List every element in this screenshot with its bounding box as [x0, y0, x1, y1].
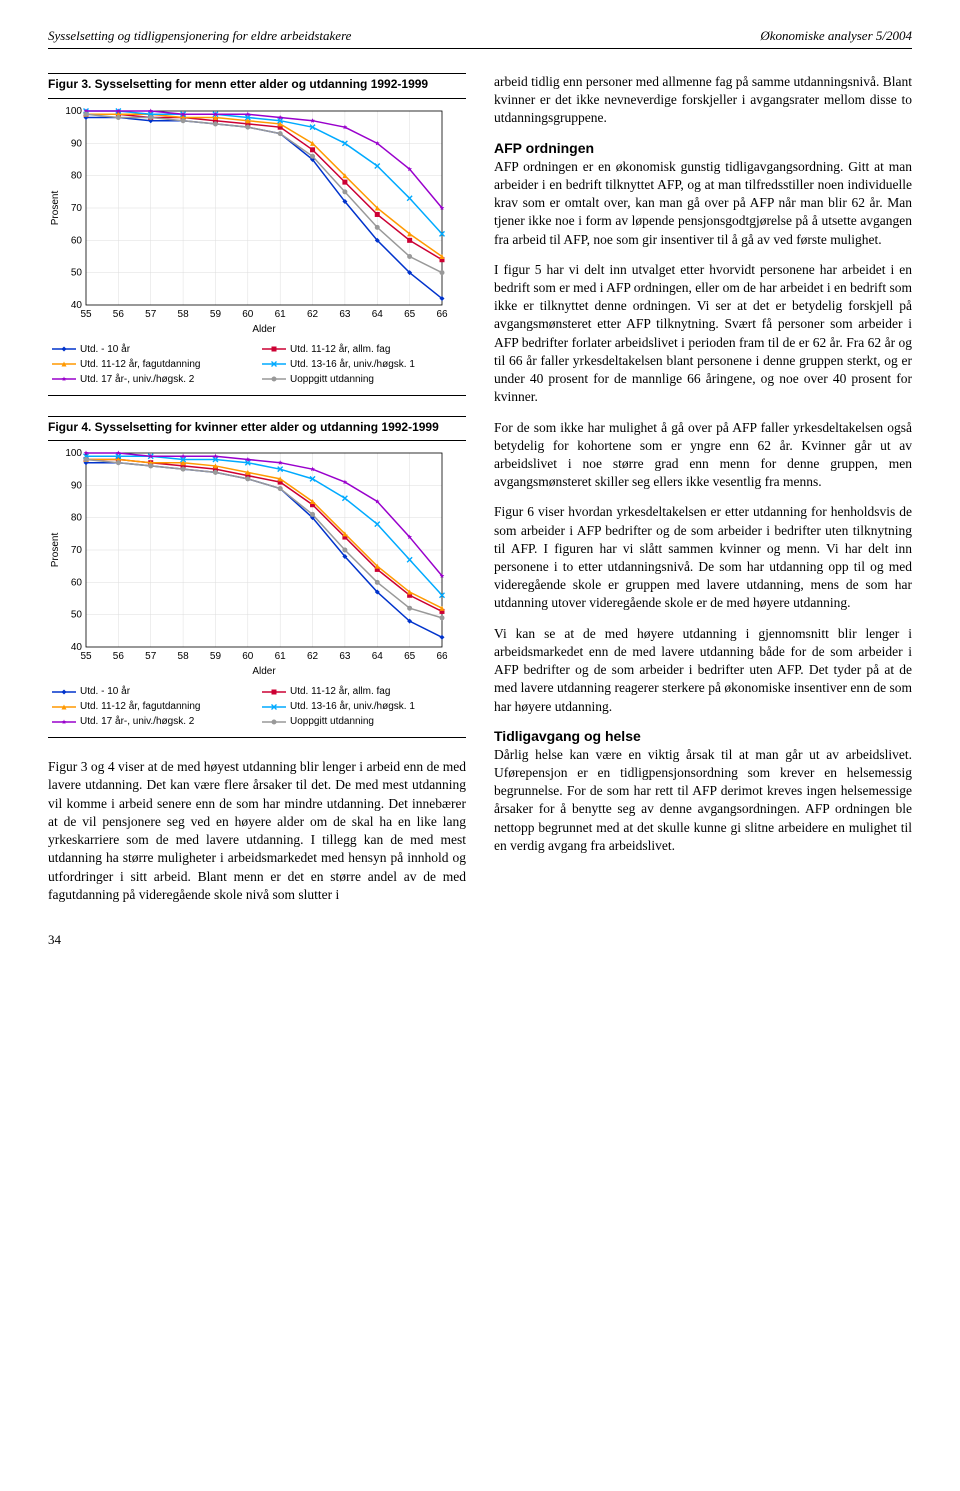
svg-text:60: 60: [71, 578, 83, 589]
svg-text:55: 55: [80, 309, 92, 320]
svg-text:64: 64: [372, 651, 384, 662]
paragraph: AFP ordningen er en økonomisk gunstig ti…: [494, 158, 912, 249]
svg-text:62: 62: [307, 651, 319, 662]
legend-item: Uoppgitt utdanning: [262, 374, 462, 385]
heading-helse: Tidligavgang og helse: [494, 728, 912, 744]
legend-item: Utd. 13-16 år, univ./høgsk. 1: [262, 359, 462, 370]
svg-text:90: 90: [71, 138, 83, 149]
svg-text:56: 56: [113, 651, 125, 662]
figure-4-legend: Utd. - 10 år Utd. 11-12 år, allm. fag Utd.…: [48, 680, 466, 735]
svg-text:100: 100: [65, 106, 82, 117]
heading-afp: AFP ordningen: [494, 140, 912, 156]
svg-text:Alder: Alder: [252, 324, 276, 335]
svg-text:50: 50: [71, 267, 83, 278]
svg-text:Alder: Alder: [252, 666, 276, 677]
header-right: Økonomiske analyser 5/2004: [760, 28, 912, 44]
legend-item: Utd. 17 år-, univ./høgsk. 2: [52, 374, 252, 385]
paragraph: Figur 6 viser hvordan yrkesdeltakelsen e…: [494, 503, 912, 612]
legend-item: Utd. 11-12 år, allm. fag: [262, 686, 462, 697]
legend-item: Utd. - 10 år: [52, 686, 252, 697]
paragraph: Dårlig helse kan være en viktig årsak ti…: [494, 746, 912, 855]
svg-text:Prosent: Prosent: [50, 190, 61, 225]
svg-text:70: 70: [71, 203, 83, 214]
svg-text:61: 61: [275, 309, 287, 320]
paragraph: Figur 3 og 4 viser at de med høyest utda…: [48, 758, 466, 904]
svg-text:57: 57: [145, 309, 157, 320]
svg-text:59: 59: [210, 651, 222, 662]
legend-item: Utd. 17 år-, univ./høgsk. 2: [52, 716, 252, 727]
svg-text:61: 61: [275, 651, 287, 662]
running-header: Sysselsetting og tidligpensjonering for …: [48, 28, 912, 49]
svg-text:55: 55: [80, 651, 92, 662]
left-column: Figur 3. Sysselsetting for menn etter al…: [48, 73, 466, 948]
svg-text:59: 59: [210, 309, 222, 320]
figure-4-chart: 405060708090100555657585960616263646566A…: [48, 447, 466, 680]
figure-4: Figur 4. Sysselsetting for kvinner etter…: [48, 416, 466, 739]
svg-text:60: 60: [242, 309, 254, 320]
figure-rule: [48, 395, 466, 396]
svg-text:60: 60: [242, 651, 254, 662]
paragraph: Vi kan se at de med høyere utdanning i g…: [494, 625, 912, 716]
page-number: 34: [48, 932, 466, 948]
svg-text:58: 58: [178, 309, 190, 320]
svg-text:62: 62: [307, 309, 319, 320]
svg-text:80: 80: [71, 513, 83, 524]
figure-3-chart: 405060708090100555657585960616263646566A…: [48, 105, 466, 338]
svg-text:66: 66: [436, 309, 448, 320]
legend-item: Utd. 13-16 år, univ./høgsk. 1: [262, 701, 462, 712]
right-column: arbeid tidlig enn personer med allmenne …: [494, 73, 912, 948]
legend-item: Utd. - 10 år: [52, 344, 252, 355]
paragraph: arbeid tidlig enn personer med allmenne …: [494, 73, 912, 128]
figure-3: Figur 3. Sysselsetting for menn etter al…: [48, 73, 466, 396]
svg-text:60: 60: [71, 235, 83, 246]
svg-text:63: 63: [339, 651, 351, 662]
figure-4-title: Figur 4. Sysselsetting for kvinner etter…: [48, 416, 466, 442]
svg-text:56: 56: [113, 309, 125, 320]
paragraph: For de som ikke har mulighet å gå over p…: [494, 419, 912, 492]
svg-text:64: 64: [372, 309, 384, 320]
svg-text:58: 58: [178, 651, 190, 662]
paragraph: I figur 5 har vi delt inn utvalget etter…: [494, 261, 912, 407]
svg-text:90: 90: [71, 481, 83, 492]
legend-item: Utd. 11-12 år, fagutdanning: [52, 701, 252, 712]
left-body-text: Figur 3 og 4 viser at de med høyest utda…: [48, 758, 466, 904]
header-left: Sysselsetting og tidligpensjonering for …: [48, 28, 351, 44]
svg-text:70: 70: [71, 545, 83, 556]
svg-text:65: 65: [404, 651, 416, 662]
svg-text:63: 63: [339, 309, 351, 320]
figure-3-title: Figur 3. Sysselsetting for menn etter al…: [48, 73, 466, 99]
svg-text:Prosent: Prosent: [50, 533, 61, 568]
svg-text:66: 66: [436, 651, 448, 662]
svg-text:80: 80: [71, 170, 83, 181]
figure-3-legend: Utd. - 10 år Utd. 11-12 år, allm. fag Utd.…: [48, 338, 466, 393]
legend-item: Uoppgitt utdanning: [262, 716, 462, 727]
figure-rule: [48, 737, 466, 738]
svg-text:100: 100: [65, 448, 82, 459]
svg-text:50: 50: [71, 610, 83, 621]
svg-text:65: 65: [404, 309, 416, 320]
legend-item: Utd. 11-12 år, allm. fag: [262, 344, 462, 355]
legend-item: Utd. 11-12 år, fagutdanning: [52, 359, 252, 370]
svg-text:57: 57: [145, 651, 157, 662]
